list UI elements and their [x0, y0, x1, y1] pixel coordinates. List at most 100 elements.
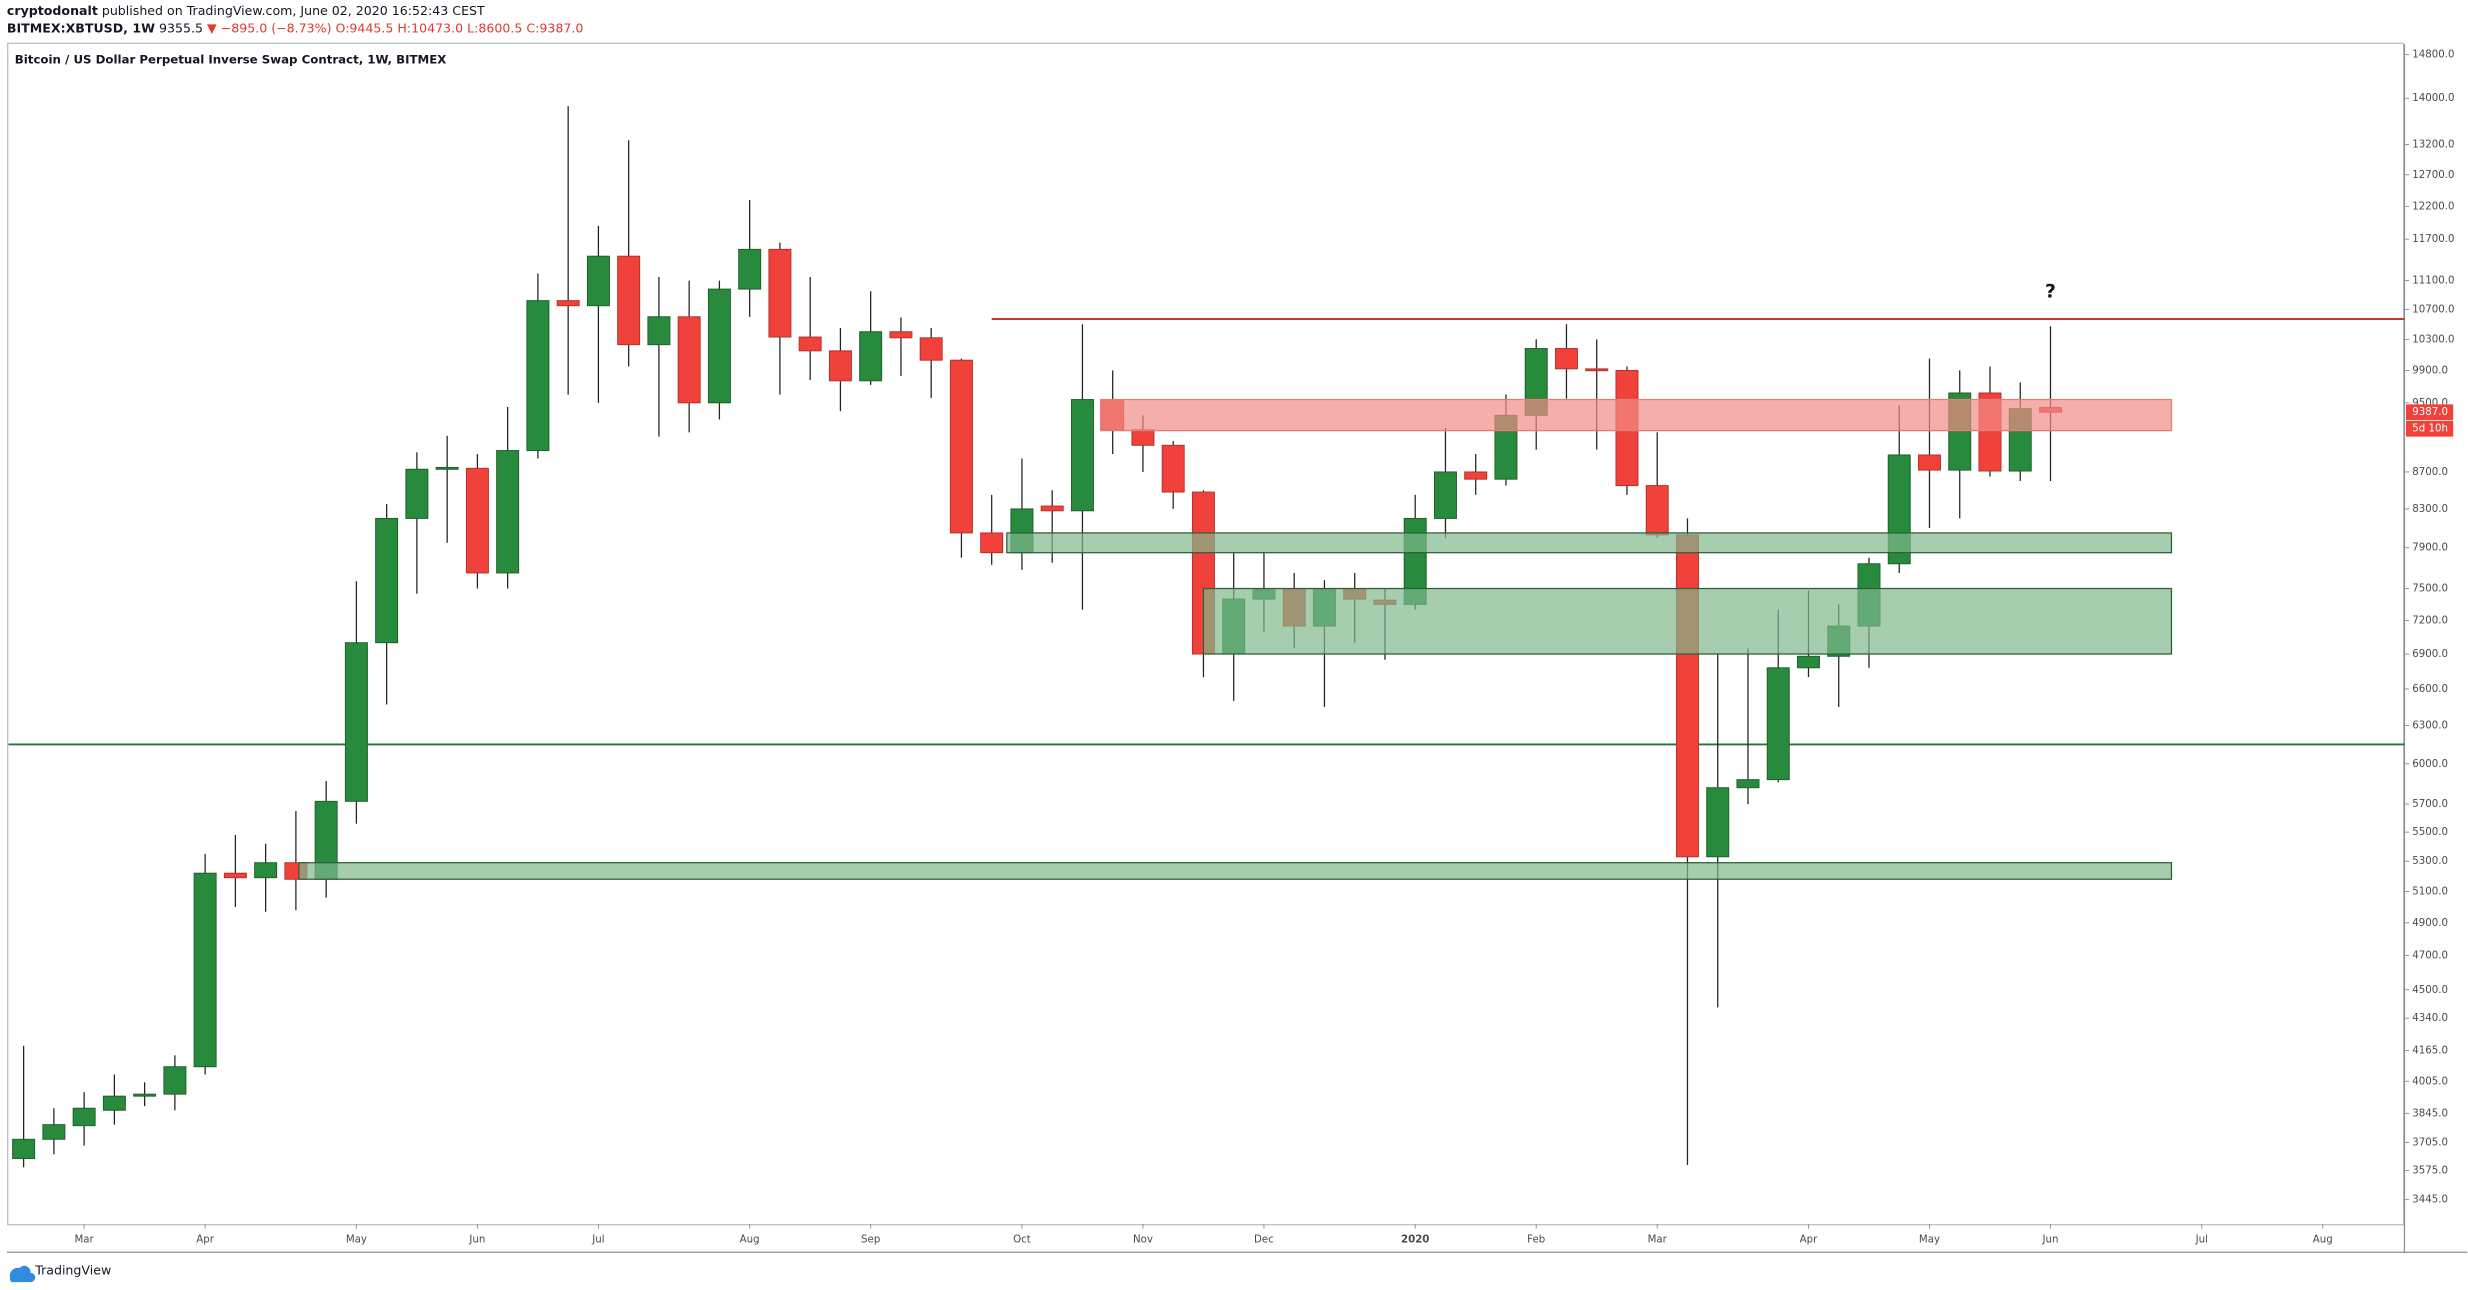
- logo-icon: [9, 1265, 36, 1283]
- y-tick-label: 7200.0: [2412, 616, 2448, 627]
- y-tick-label: 7500.0: [2412, 584, 2448, 595]
- candle-body: [102, 1095, 126, 1111]
- candle-body: [1675, 534, 1699, 858]
- candle-body: [72, 1107, 96, 1127]
- x-tick-label: Mar: [1648, 1235, 1668, 1246]
- y-tick-label: 3575.0: [2412, 1166, 2448, 1177]
- y-tick-label: 10300.0: [2412, 334, 2454, 345]
- y-tick-label: 6600.0: [2412, 684, 2448, 695]
- y-tick-label: 3845.0: [2412, 1108, 2448, 1119]
- y-tick-label: 5100.0: [2412, 886, 2448, 897]
- y-tick-label: 3445.0: [2412, 1195, 2448, 1206]
- candle-body: [223, 872, 247, 879]
- candle-body: [496, 450, 520, 574]
- x-tick-label: Dec: [1254, 1235, 1274, 1246]
- candle-body: [768, 248, 792, 338]
- zone: [1099, 398, 2173, 432]
- y-tick-label: 10700.0: [2412, 304, 2454, 315]
- candle-body: [1554, 348, 1578, 370]
- y-tick-label: 11700.0: [2412, 234, 2454, 245]
- candle-body: [1645, 485, 1669, 536]
- x-tick-label: Mar: [74, 1235, 94, 1246]
- change: ▼ −895.0 (−8.73%): [207, 20, 332, 35]
- candle-body: [1796, 655, 1820, 669]
- candle-body: [586, 255, 610, 307]
- y-tick-label: 9500.0: [2412, 398, 2448, 409]
- y-tick-label: 8700.0: [2412, 467, 2448, 478]
- plot: [8, 106, 2405, 1168]
- candle-body: [1070, 399, 1094, 512]
- x-tick-label: 2020: [1401, 1235, 1429, 1246]
- y-tick-label: 4500.0: [2412, 985, 2448, 996]
- x-tick-label: Sep: [861, 1235, 880, 1246]
- candle-body: [163, 1066, 187, 1095]
- plot-frame: [7, 42, 2405, 1226]
- symbol: BITMEX:XBTUSD, 1W: [7, 20, 155, 35]
- x-tick-label: Jul: [591, 1235, 604, 1246]
- tradingview-logo: TradingView: [9, 1263, 111, 1283]
- candle-body: [949, 359, 973, 534]
- y-tick-label: 4165.0: [2412, 1046, 2448, 1057]
- y-tick-label: 11100.0: [2412, 276, 2454, 287]
- candle-body: [42, 1124, 66, 1140]
- last-price-box: [2406, 404, 2454, 421]
- candle-body: [526, 300, 550, 452]
- x-tick-label: Apr: [1800, 1235, 1818, 1246]
- y-tick-label: 9900.0: [2412, 365, 2448, 376]
- y-tick-label: 6300.0: [2412, 720, 2448, 731]
- y-tick-label: 14800.0: [2412, 50, 2454, 61]
- x-tick-label: Feb: [1527, 1235, 1545, 1246]
- y-tick-label: 4700.0: [2412, 951, 2448, 962]
- last-price: 9355.5: [159, 20, 203, 35]
- candle-body: [617, 255, 641, 346]
- candle-body: [1706, 787, 1730, 858]
- candle-body: [677, 316, 701, 404]
- y-tick-label: 5700.0: [2412, 799, 2448, 810]
- candle-body: [707, 288, 731, 404]
- x-tick-label: Nov: [1133, 1235, 1153, 1246]
- candle-body: [12, 1138, 36, 1159]
- candle-body: [980, 532, 1004, 554]
- candle-body: [1585, 368, 1609, 372]
- candle-body: [798, 336, 822, 352]
- brand: TradingView: [34, 1263, 111, 1278]
- candle-body: [1766, 667, 1790, 781]
- candle-body: [375, 517, 399, 644]
- candle-body: [1433, 471, 1457, 519]
- annotation: ?: [2045, 280, 2056, 302]
- candle-body: [1161, 444, 1185, 493]
- x-tick-label: May: [346, 1235, 367, 1246]
- candle-body: [1918, 454, 1941, 471]
- x-tick-label: Jul: [2195, 1235, 2208, 1246]
- candle-body: [919, 337, 943, 361]
- y-tick-label: 4005.0: [2412, 1076, 2448, 1087]
- published: published on TradingView.com, June 02, 2…: [102, 3, 485, 18]
- last-price-label: 9387.0: [2412, 407, 2448, 418]
- x-tick-label: Oct: [1013, 1235, 1031, 1246]
- chart-title: Bitcoin / US Dollar Perpetual Inverse Sw…: [15, 52, 447, 66]
- author: cryptodonalt: [7, 3, 98, 18]
- zone: [1202, 587, 2173, 655]
- zone: [1006, 532, 2173, 554]
- y-tick-label: 5300.0: [2412, 856, 2448, 867]
- candle-body: [889, 331, 913, 339]
- y-tick-label: 12200.0: [2412, 201, 2454, 212]
- candle-body: [193, 872, 217, 1068]
- candle-body: [435, 466, 459, 470]
- x-tick-label: Jun: [2042, 1235, 2059, 1246]
- candle-body: [859, 331, 883, 382]
- publish-line: cryptodonalt published on TradingView.co…: [7, 3, 485, 18]
- x-tick-label: Jun: [468, 1235, 485, 1246]
- candle-body: [556, 300, 580, 307]
- candle-body: [1131, 429, 1155, 446]
- x-tick-label: Aug: [2313, 1235, 2333, 1246]
- y-tick-label: 6000.0: [2412, 759, 2448, 770]
- x-tick-label: Aug: [740, 1235, 760, 1246]
- candle-body: [465, 467, 489, 574]
- y-tick-label: 8300.0: [2412, 504, 2448, 515]
- candle-body: [405, 468, 429, 519]
- x-tick-label: May: [1919, 1235, 1940, 1246]
- y-tick-label: 5500.0: [2412, 827, 2448, 838]
- candle-body: [254, 862, 278, 879]
